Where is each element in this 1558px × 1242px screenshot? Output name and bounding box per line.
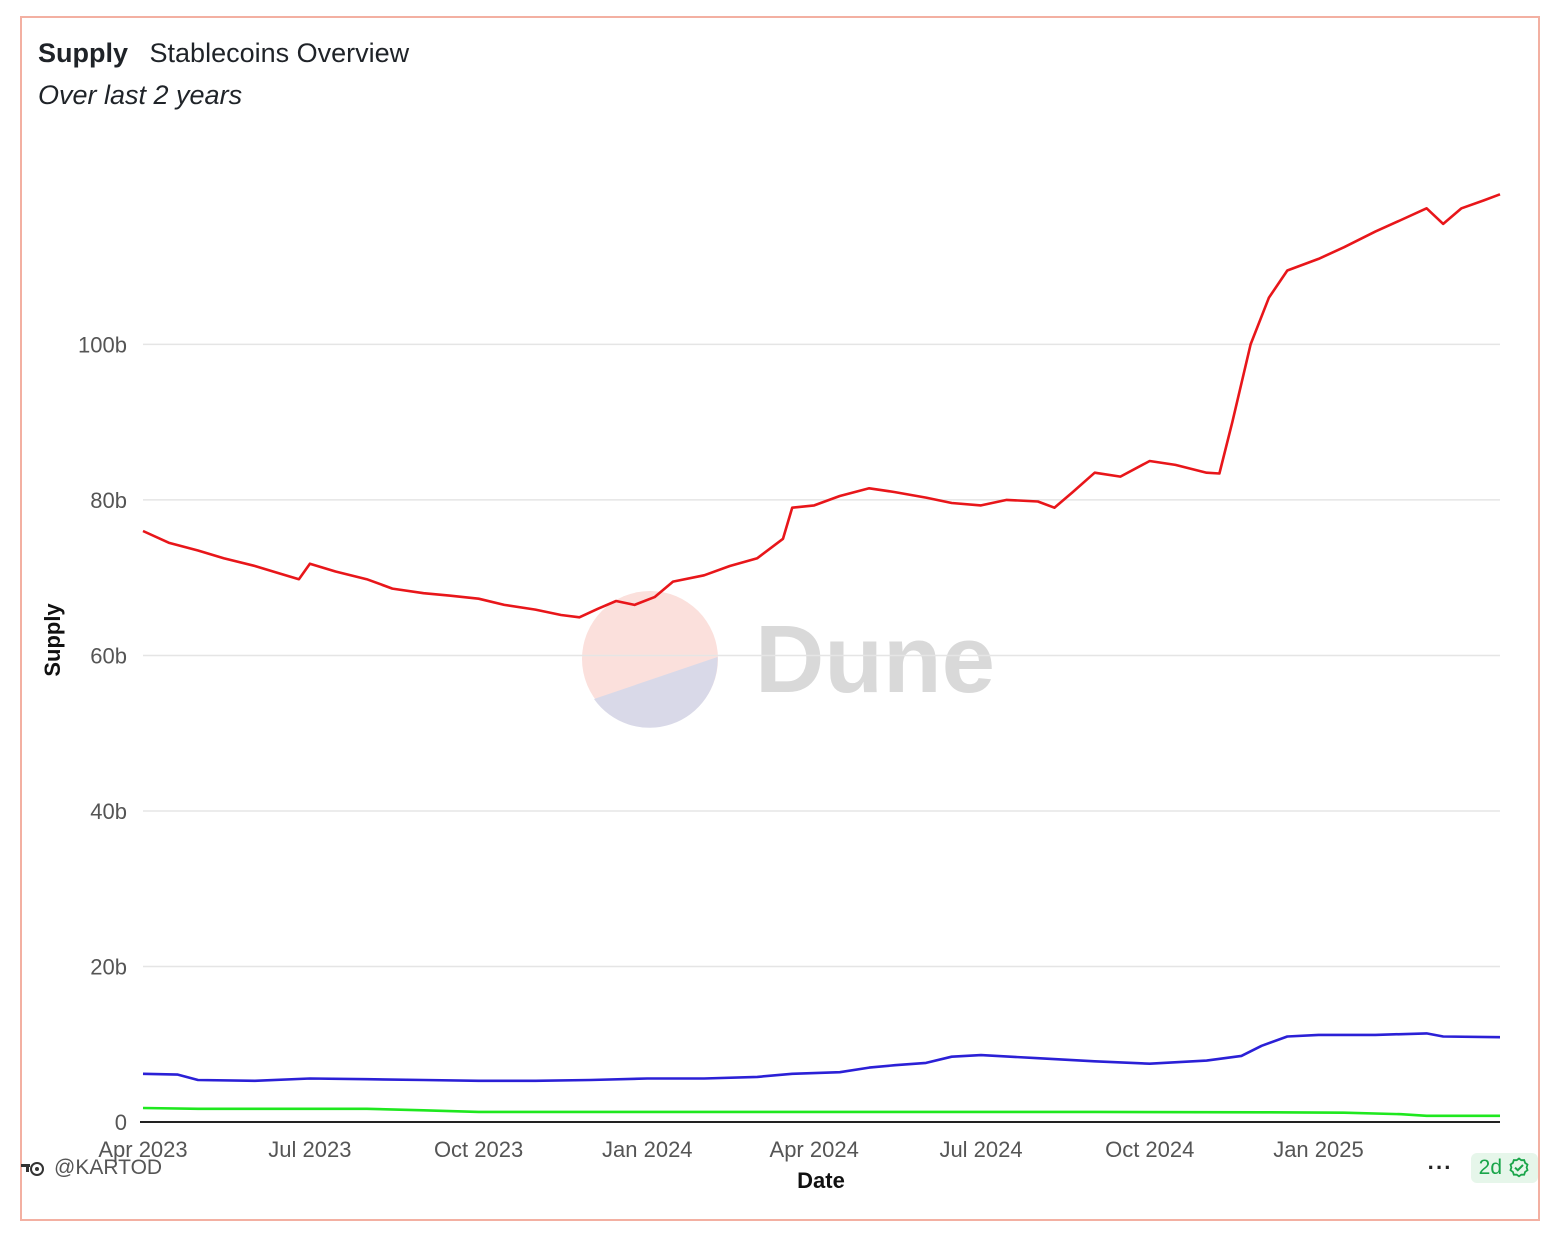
footer-actions: ··· 2d — [1428, 1153, 1538, 1183]
y-axis-title: Supply — [40, 603, 65, 677]
y-tick-label: 60b — [90, 643, 127, 668]
series-line-1 — [142, 1032, 1501, 1083]
chart-title-row: Supply Stablecoins Overview — [38, 38, 409, 69]
watermark-logo-bottom — [594, 657, 718, 728]
chart-title: Supply — [38, 38, 129, 68]
verified-check-icon — [1509, 1157, 1529, 1178]
x-axis-title: Date — [797, 1168, 845, 1193]
series-line-2 — [142, 1106, 1500, 1118]
more-options-button[interactable]: ··· — [1427, 1155, 1453, 1180]
chart-card: Supply Stablecoins Overview Over last 2 … — [20, 16, 1540, 1221]
x-tick-label: Jan 2024 — [602, 1137, 693, 1162]
x-tick-label: Apr 2023 — [98, 1137, 187, 1162]
x-tick-label: Oct 2023 — [434, 1137, 523, 1162]
dune-watermark: Dune — [582, 591, 995, 728]
freshness-badge[interactable]: 2d — [1470, 1153, 1538, 1183]
x-tick-label: Jul 2024 — [939, 1137, 1022, 1162]
y-tick-label: 80b — [90, 488, 127, 513]
series-line-0 — [142, 193, 1501, 619]
y-tick-label: 100b — [78, 332, 127, 357]
author-credit[interactable]: @KARTOD — [20, 1156, 162, 1180]
x-tick-label: Oct 2024 — [1105, 1137, 1194, 1162]
chart-subtitle: Stablecoins Overview — [149, 38, 410, 68]
user-avatar-icon — [21, 1162, 44, 1176]
x-tick-label: Jan 2025 — [1273, 1137, 1364, 1162]
y-tick-label: 40b — [90, 799, 127, 824]
y-tick-label: 20b — [90, 954, 127, 979]
freshness-label: 2d — [1478, 1156, 1502, 1179]
y-tick-label: 0 — [115, 1110, 127, 1135]
watermark-text: Dune — [755, 606, 995, 713]
x-tick-label: Jul 2023 — [268, 1137, 351, 1162]
author-handle: @KARTOD — [54, 1156, 163, 1179]
period-label: Over last 2 years — [38, 80, 243, 110]
x-tick-label: Apr 2024 — [770, 1137, 859, 1162]
